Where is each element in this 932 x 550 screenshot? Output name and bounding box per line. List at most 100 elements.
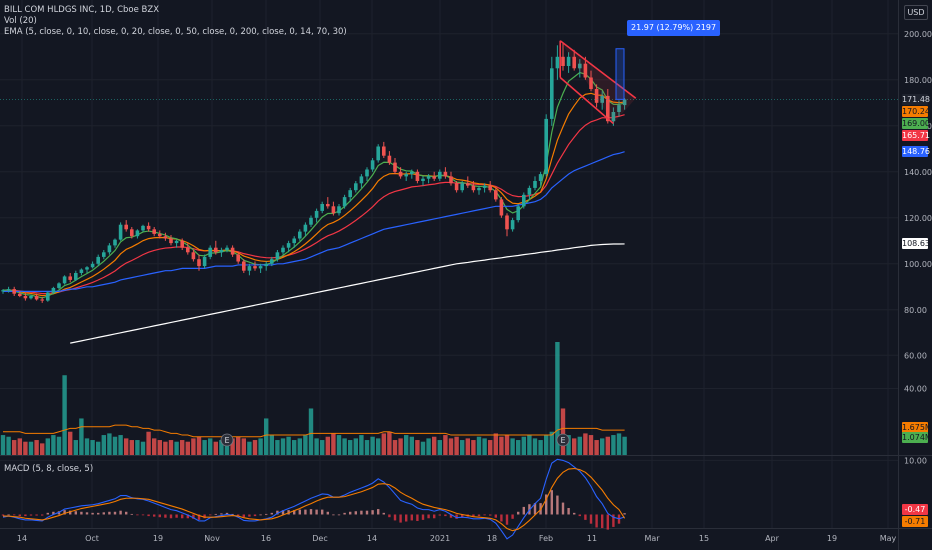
candle-body [12, 289, 16, 294]
volume-legend[interactable]: Vol (20) [4, 16, 37, 26]
candle-body [522, 194, 526, 207]
macd-histogram-bar [623, 513, 626, 515]
macd-histogram-bar [136, 514, 139, 516]
volume-bar [213, 441, 218, 455]
candle-body [219, 250, 224, 253]
macd-histogram-bar [242, 514, 245, 518]
price-tag: 169.00 [902, 117, 930, 129]
candle-body [415, 171, 420, 181]
time-tick-label: Apr [765, 534, 780, 543]
macd-histogram-bar [365, 510, 369, 515]
macd-histogram-bar [595, 514, 598, 528]
macd-histogram-bar [455, 514, 458, 519]
ema20-line [2, 114, 625, 295]
candle-body [589, 77, 593, 89]
time-tick-label: Nov [204, 534, 220, 543]
candle-body [180, 240, 184, 248]
volume-bar [196, 436, 202, 455]
macd-histogram-bar [556, 495, 559, 515]
macd-histogram-bar [612, 514, 615, 527]
macd-histogram-bar [433, 514, 436, 519]
volume-bar [415, 440, 420, 455]
candle-body [286, 243, 291, 248]
macd-histogram-bar [119, 510, 122, 515]
macd-histogram-bar [483, 514, 486, 516]
measure-box [615, 48, 625, 100]
candle-body [460, 183, 464, 191]
volume-bar [504, 435, 510, 455]
candle-body [186, 247, 190, 253]
macd-histogram-bar [248, 514, 251, 517]
volume-bar [280, 438, 286, 455]
macd-histogram-bar [237, 514, 240, 516]
volume-bar [45, 438, 50, 455]
macd-histogram-bar [7, 514, 10, 516]
candle-body [40, 299, 44, 301]
macd-histogram-bar [298, 509, 301, 515]
volume-bar [303, 435, 308, 455]
candle-body [23, 296, 28, 299]
candle-body [376, 146, 380, 161]
time-tick-label: 18 [487, 534, 497, 543]
candle-body [309, 217, 313, 225]
volume-bar [96, 441, 101, 455]
volume-bar [510, 438, 515, 455]
candle-body [348, 190, 352, 198]
candle-body [516, 206, 520, 221]
volume-bar [364, 440, 370, 455]
volume-bar [157, 440, 162, 455]
time-tick-label: 15 [699, 534, 709, 543]
volume-bar [73, 440, 78, 455]
macd-histogram-bar [427, 514, 430, 519]
candle-body [370, 160, 375, 170]
volume-bar [443, 435, 448, 455]
time-tick-label: Dec [312, 534, 327, 543]
candle-body [432, 176, 436, 179]
ema-legend[interactable]: EMA (5, close, 0, 10, close, 0, 20, clos… [4, 27, 347, 37]
volume-bar [432, 436, 437, 455]
volume-bar [521, 436, 526, 455]
macd-histogram-bar [561, 502, 565, 515]
volume-bar [112, 436, 118, 455]
time-tick-label: Mar [644, 534, 660, 543]
volume-bar [308, 408, 314, 455]
candle-body [550, 68, 554, 119]
volume-bar [499, 436, 504, 455]
macd-histogram-bar [209, 514, 212, 516]
time-tick-label: Oct [85, 534, 99, 543]
candle-body [393, 162, 397, 172]
candle-body [124, 224, 128, 230]
time-tick-label: 2021 [430, 534, 450, 543]
wedge-pattern-drawing[interactable] [559, 40, 637, 125]
candle-body [281, 247, 285, 253]
candle-body [298, 231, 302, 239]
macd-histogram-bar [550, 490, 553, 515]
macd-legend[interactable]: MACD (5, 8, close, 5) [4, 464, 94, 474]
candle-body [555, 56, 560, 69]
price-tick-label: 180.00 [904, 76, 932, 85]
candle-body [354, 183, 358, 191]
macd-histogram-bar [141, 514, 145, 516]
volume-bar [549, 431, 554, 455]
price-tag: 171.48 [902, 93, 930, 105]
macd-histogram-bar [69, 510, 72, 515]
macd-histogram-bar [494, 514, 497, 518]
candle-body [130, 229, 134, 237]
time-tick-label: 19 [827, 534, 837, 543]
macd-histogram-bar [438, 514, 441, 516]
macd-histogram-bar [489, 514, 492, 516]
macd-histogram-bar [584, 514, 587, 520]
volume-bar [538, 440, 543, 455]
ema5-line [2, 71, 625, 299]
macd-histogram-bar [158, 514, 161, 518]
candle-body [158, 233, 162, 237]
currency-button[interactable]: USD [904, 5, 928, 20]
macd-histogram-bar [220, 513, 223, 515]
macd-histogram-bar [113, 511, 117, 515]
candle-body [62, 276, 67, 284]
macd-histogram-bar [573, 512, 576, 515]
symbol-legend[interactable]: BILL COM HLDGS INC, 1D, Cboe BZX [4, 5, 160, 15]
macd-histogram-bar [349, 511, 352, 515]
macd-histogram-bar [276, 510, 279, 515]
